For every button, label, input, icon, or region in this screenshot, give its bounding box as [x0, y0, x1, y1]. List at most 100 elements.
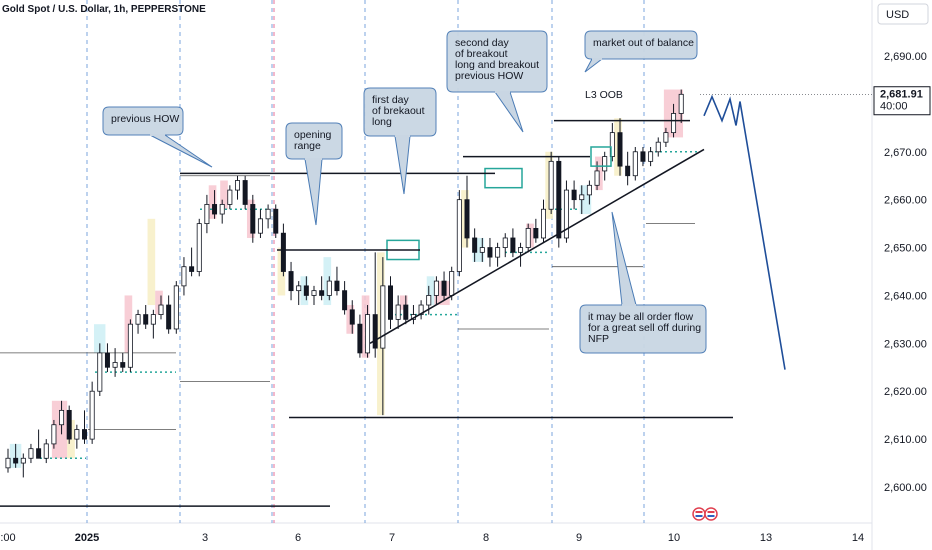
candle-body: [20, 457, 26, 464]
candle-body: [487, 247, 493, 258]
candle-body: [563, 189, 569, 239]
candle-body: [472, 237, 478, 253]
callout-first-day-pointer: [394, 135, 411, 195]
candle-body: [288, 271, 294, 292]
candle-body: [671, 113, 677, 134]
candle-body: [579, 194, 585, 201]
candle-body: [296, 285, 302, 292]
candle-body: [158, 304, 164, 315]
callout-second-day-text: long and breakout: [455, 59, 539, 71]
us-flag-stripe-icon: [695, 511, 703, 513]
candle-body: [51, 424, 57, 445]
callout-order-flow: [579, 304, 707, 354]
session-highlight: [147, 218, 156, 306]
us-flag-stripe-icon: [707, 511, 715, 513]
callout-order-flow-text: it may be all order flow: [588, 311, 693, 323]
price-tick-label: 2,670.00: [884, 147, 927, 159]
currency-selector-button[interactable]: [877, 3, 929, 25]
price-tick-label: 2,630.00: [884, 338, 927, 350]
breakout-zone-box: [590, 146, 612, 167]
callout-first-day: [363, 87, 437, 137]
candle-body: [212, 204, 218, 215]
candle-body: [112, 362, 118, 368]
candle-body: [150, 314, 156, 325]
candle-body: [602, 156, 608, 172]
candle-body: [464, 199, 470, 239]
callout-market-out: [584, 30, 698, 60]
candle-body: [234, 180, 240, 191]
us-flag-event-icon[interactable]: [704, 507, 718, 521]
candle-body: [586, 184, 592, 196]
candle-body: [303, 285, 309, 296]
candle-body: [66, 409, 72, 440]
session-highlight: [472, 237, 485, 262]
candle-body: [365, 314, 371, 354]
candle-body: [173, 285, 179, 330]
candle-body: [441, 280, 447, 296]
callout-previous-how-pointer: [149, 134, 213, 168]
price-tick-label: 2,660.00: [884, 195, 927, 207]
time-tick-label: 6: [295, 532, 301, 544]
callout-opening-range-text: opening: [294, 129, 332, 141]
time-tick-label: :00: [0, 532, 15, 544]
candle-body: [280, 232, 286, 272]
current-price-label: 2,681.91: [880, 89, 923, 101]
candle-body: [82, 429, 88, 440]
candle-body: [449, 271, 455, 296]
callout-opening-range-pointer: [304, 158, 323, 226]
candle-body: [43, 443, 49, 459]
candle-body: [166, 304, 172, 330]
callout-second-day-text: second day: [455, 37, 509, 49]
candle-body: [456, 199, 462, 272]
callout-opening-range-text: range: [294, 140, 321, 152]
candle-body: [594, 170, 600, 186]
candle-body: [5, 457, 11, 469]
candle-body: [36, 448, 42, 459]
callout-second-day-text: previous HOW: [455, 70, 523, 82]
candle-body: [28, 448, 34, 459]
session-highlight: [220, 180, 228, 210]
callout-second-day: [446, 30, 548, 93]
candle-body: [265, 208, 271, 220]
callout-previous-how: [102, 106, 184, 136]
candle-body: [104, 352, 110, 368]
candle-body: [571, 189, 577, 201]
candle-body: [502, 237, 508, 248]
candle-body: [387, 285, 393, 320]
candle-body: [648, 151, 654, 162]
callout-previous-how-text: previous HOW: [111, 113, 179, 125]
candle-body: [319, 290, 325, 296]
callout-opening-range: [285, 122, 343, 160]
callout-second-day-text: of breakout: [455, 48, 508, 60]
candle-body: [242, 180, 248, 205]
callout-second-day-pointer: [494, 91, 524, 133]
us-flag-event-icon[interactable]: [692, 507, 706, 521]
time-tick-label: 2025: [75, 532, 99, 544]
price-tick-label: 2,620.00: [884, 386, 927, 398]
candle-body: [334, 280, 340, 292]
candle-body: [135, 314, 141, 325]
time-tick-label: 7: [389, 532, 395, 544]
candle-body: [120, 362, 126, 368]
candle-body: [273, 208, 279, 234]
candle-body: [204, 204, 210, 225]
candle-body: [541, 208, 547, 239]
candle-body: [196, 223, 202, 272]
callout-market-out-pointer: [584, 58, 603, 73]
l3-oob-label: L3 OOB: [585, 89, 623, 101]
candle-body: [510, 237, 516, 253]
callout-market-out-text: market out of balance: [593, 37, 694, 49]
time-tick-label: 8: [483, 532, 489, 544]
time-tick-label: 13: [760, 532, 772, 544]
candle-body: [395, 304, 401, 320]
candle-body: [640, 151, 646, 162]
candle-body: [127, 323, 133, 368]
candle-body: [311, 290, 317, 296]
candle-body: [433, 280, 439, 296]
us-flag-stripe-icon: [707, 515, 715, 517]
session-highlight: [208, 185, 217, 219]
session-highlight: [399, 295, 408, 310]
price-tick-label: 2,640.00: [884, 290, 927, 302]
